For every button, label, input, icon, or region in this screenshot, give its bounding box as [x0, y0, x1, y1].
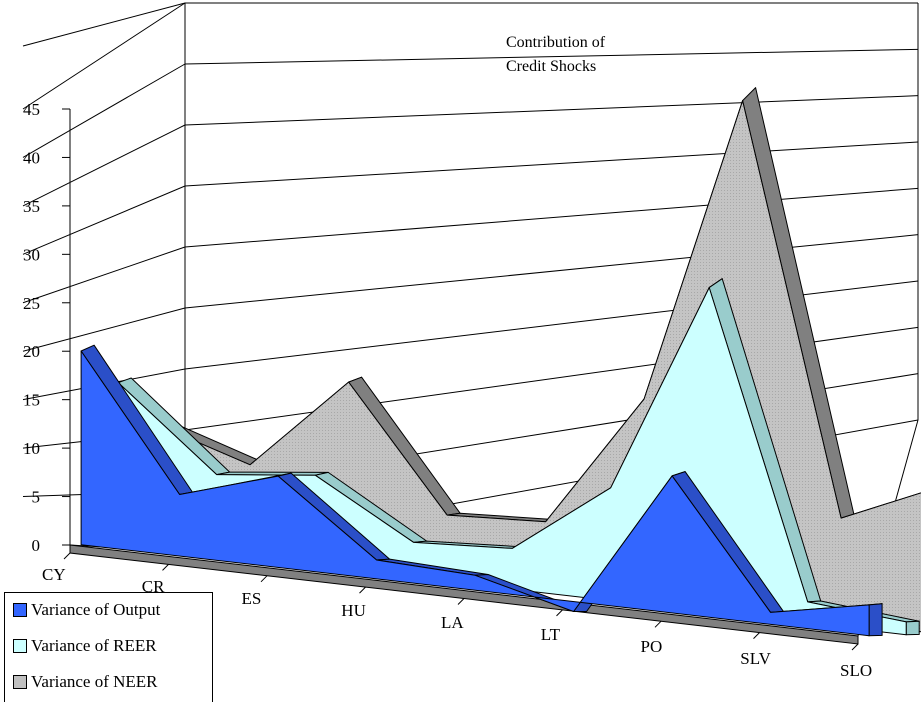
- side-gridline: [22, 185, 186, 255]
- side-gridline: [22, 2, 186, 110]
- y-tick-label: 25: [23, 294, 40, 313]
- series-end-cap: [905, 620, 920, 636]
- category-label-cr: CR: [142, 577, 165, 596]
- y-tick-label: 15: [23, 391, 40, 410]
- legend-item-output: Variance of Output: [13, 599, 160, 621]
- legend-swatch-reer: [13, 639, 27, 653]
- series-variance-of-output: [80, 344, 883, 637]
- category-label-es: ES: [242, 589, 262, 608]
- x-tick-mark: [851, 643, 859, 651]
- chart-legend: Variance of Output Variance of REER Vari…: [4, 592, 213, 702]
- y-tick-label: 10: [23, 439, 40, 458]
- x-tick-mark: [556, 609, 563, 617]
- category-label-slv: SLV: [740, 649, 771, 668]
- legend-label-output: Variance of Output: [31, 600, 161, 619]
- back-gridline: [184, 95, 919, 126]
- legend-swatch-neer: [13, 675, 27, 689]
- category-label-po: PO: [641, 637, 663, 656]
- legend-label-neer: Variance of NEER: [31, 672, 158, 691]
- x-tick-mark: [359, 586, 366, 594]
- category-label-lt: LT: [541, 625, 561, 644]
- side-gridline: [22, 124, 186, 207]
- x-tick-mark: [753, 632, 760, 639]
- y-axis-tick-labels: 0 5 10 15 20 25 30 35 40 45: [23, 100, 40, 555]
- legend-item-neer: Variance of NEER: [13, 671, 158, 693]
- y-tick-label: 0: [32, 536, 41, 555]
- back-gridline: [184, 187, 919, 248]
- back-gridline: [184, 234, 919, 309]
- legend-item-reer: Variance of REER: [13, 635, 157, 657]
- y-tick-label: 5: [32, 488, 41, 507]
- x-tick-mark: [457, 598, 465, 605]
- side-gridline: [22, 63, 186, 158]
- series-end-cap: [868, 603, 883, 637]
- category-label-slo: SLO: [840, 661, 872, 680]
- series-layer: [80, 87, 921, 637]
- category-label-hu: HU: [341, 601, 366, 620]
- y-tick-label: 45: [23, 100, 40, 119]
- back-gridline: [184, 48, 919, 65]
- back-gridline: [184, 141, 919, 187]
- chart-title-line-2: Credit Shocks: [506, 58, 596, 75]
- side-wall-top-edge: [22, 2, 186, 47]
- x-tick-mark: [654, 620, 662, 628]
- y-tick-label: 20: [23, 342, 40, 361]
- chart-title-line-1: Contribution of: [506, 34, 606, 51]
- side-gridline: [22, 246, 186, 304]
- y-tick-label: 35: [23, 197, 40, 216]
- x-axis-category-labels: CY CR ES HU LA LT PO SLV SLO: [42, 552, 872, 680]
- series-front-face: [80, 350, 870, 637]
- category-label-cy: CY: [42, 565, 66, 584]
- category-label-la: LA: [441, 613, 464, 632]
- x-tick-mark: [260, 575, 268, 583]
- legend-swatch-output: [13, 603, 27, 617]
- x-tick-mark: [63, 552, 71, 560]
- side-gridline: [22, 307, 186, 352]
- legend-label-reer: Variance of REER: [31, 636, 157, 655]
- y-tick-label: 30: [23, 245, 40, 264]
- x-tick-mark: [162, 564, 169, 571]
- y-tick-label: 40: [23, 148, 40, 167]
